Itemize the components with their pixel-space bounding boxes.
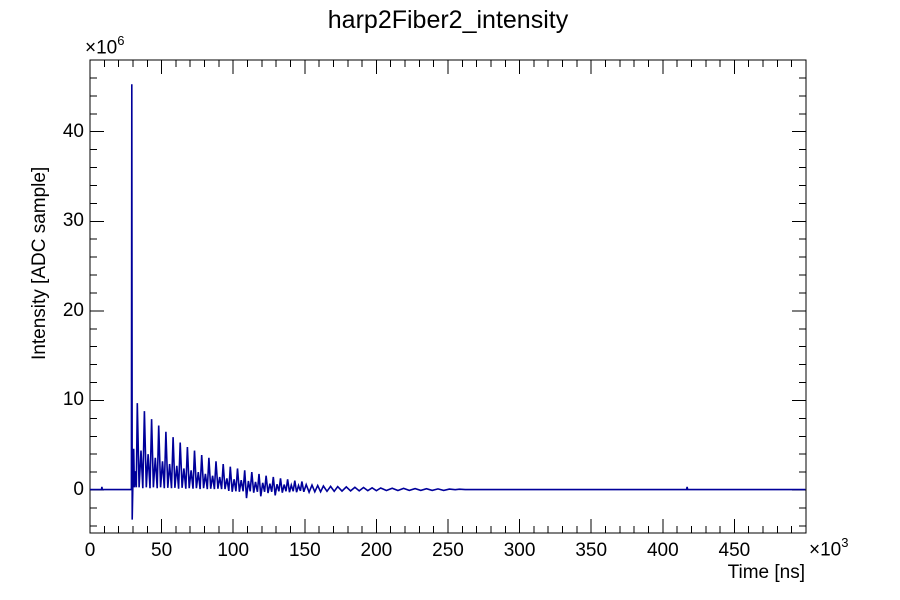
y-tick-label: 30: [62, 210, 84, 232]
y-axis-exponent: ×106: [85, 33, 125, 59]
x-tick-label: 200: [360, 540, 393, 561]
y-tick-label: 40: [62, 120, 84, 142]
axes-frame: [89, 59, 807, 534]
x-tick-label: 150: [288, 540, 321, 561]
intensity-signal-trace: [90, 84, 806, 520]
x-exponent-power: 3: [841, 535, 849, 550]
y-tick-label: 10: [62, 389, 84, 411]
x-axis-exponent: ×103: [809, 535, 849, 561]
x-tick-label: 0: [84, 540, 96, 561]
y-exponent-power: 6: [117, 33, 125, 48]
x-exponent-mantissa: ×10: [809, 539, 842, 561]
y-axis-title: Intensity [ADC sample]: [29, 166, 50, 360]
x-tick-label: 450: [718, 540, 751, 561]
x-tick-label: 100: [217, 540, 250, 561]
x-axis-title: Time [ns]: [727, 562, 805, 583]
x-tick-label: 300: [503, 540, 536, 561]
y-exponent-mantissa: ×10: [85, 37, 118, 59]
x-tick-label: 250: [432, 540, 464, 561]
y-tick-label: 20: [62, 299, 84, 321]
x-tick-label: 50: [151, 540, 173, 561]
x-tick-label: 400: [646, 540, 679, 561]
chart-title: harp2Fiber2_intensity: [327, 6, 569, 34]
x-tick-label: 350: [575, 540, 608, 561]
y-tick-label: 0: [73, 479, 84, 500]
